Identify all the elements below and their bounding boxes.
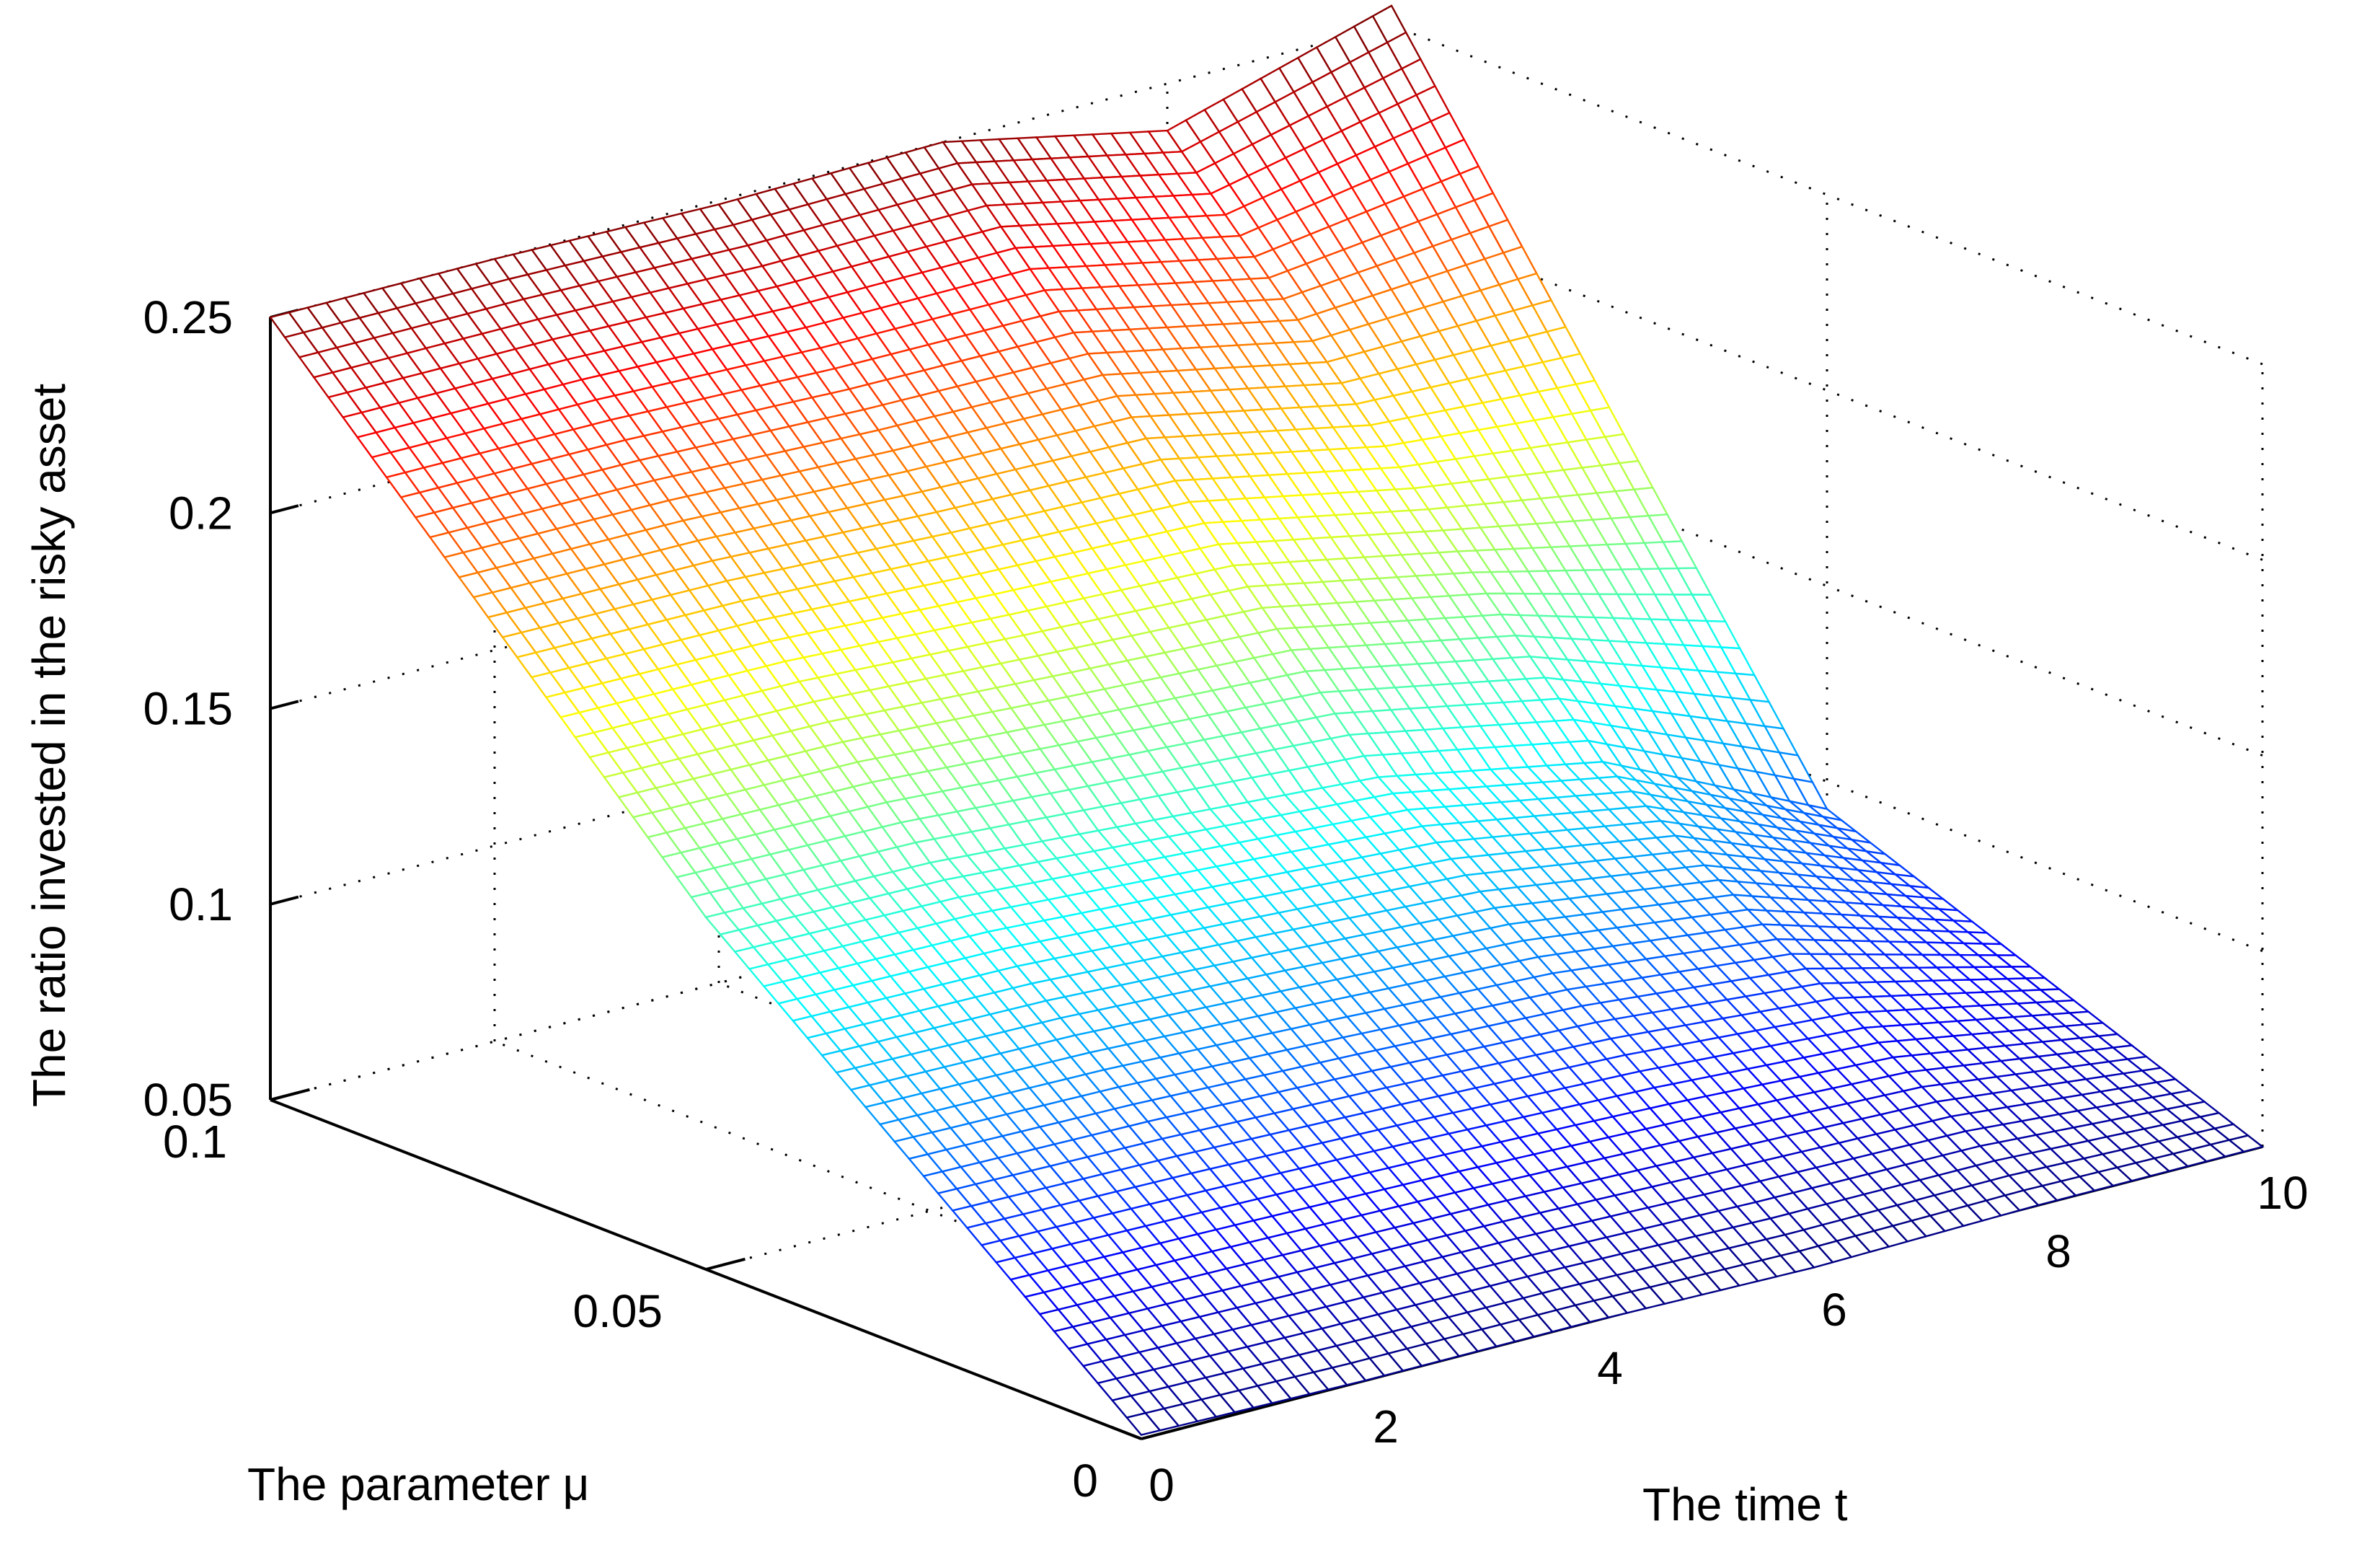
- x-tick-label: 6: [1821, 1284, 1847, 1336]
- x-tick-label: 10: [2257, 1167, 2308, 1219]
- z-tick-label: 0.25: [143, 291, 233, 343]
- x-tick-label: 0: [1149, 1459, 1174, 1511]
- z-tick: [270, 700, 299, 710]
- y-tick-label: 0.1: [163, 1116, 227, 1168]
- z-tick: [270, 1090, 299, 1101]
- x-tick: [1110, 1425, 1142, 1440]
- z-tick-label: 0.05: [143, 1074, 233, 1126]
- z-tick-label: 0.2: [169, 487, 233, 539]
- z-tick: [270, 504, 299, 515]
- y-tick-label: 0: [1072, 1455, 1098, 1507]
- z-axis-label: The ratio invested in the risky asset: [23, 384, 75, 1107]
- x-axis-label: The time t: [1642, 1478, 1848, 1530]
- x-tick-label: 2: [1373, 1401, 1399, 1453]
- y-tick: [705, 1257, 746, 1271]
- x-tick-label: 8: [2045, 1225, 2071, 1277]
- y-tick: [1141, 1427, 1181, 1440]
- y-tick-label: 0.05: [572, 1285, 663, 1337]
- surface-cell: [2227, 1134, 2265, 1153]
- x-tick-label: 4: [1597, 1342, 1623, 1394]
- z-tick: [270, 895, 299, 906]
- y-axis-label: The parameter μ: [247, 1458, 589, 1510]
- surface-mesh: [268, 4, 2265, 1436]
- z-tick-label: 0.1: [169, 878, 233, 930]
- z-tick-label: 0.15: [143, 683, 233, 735]
